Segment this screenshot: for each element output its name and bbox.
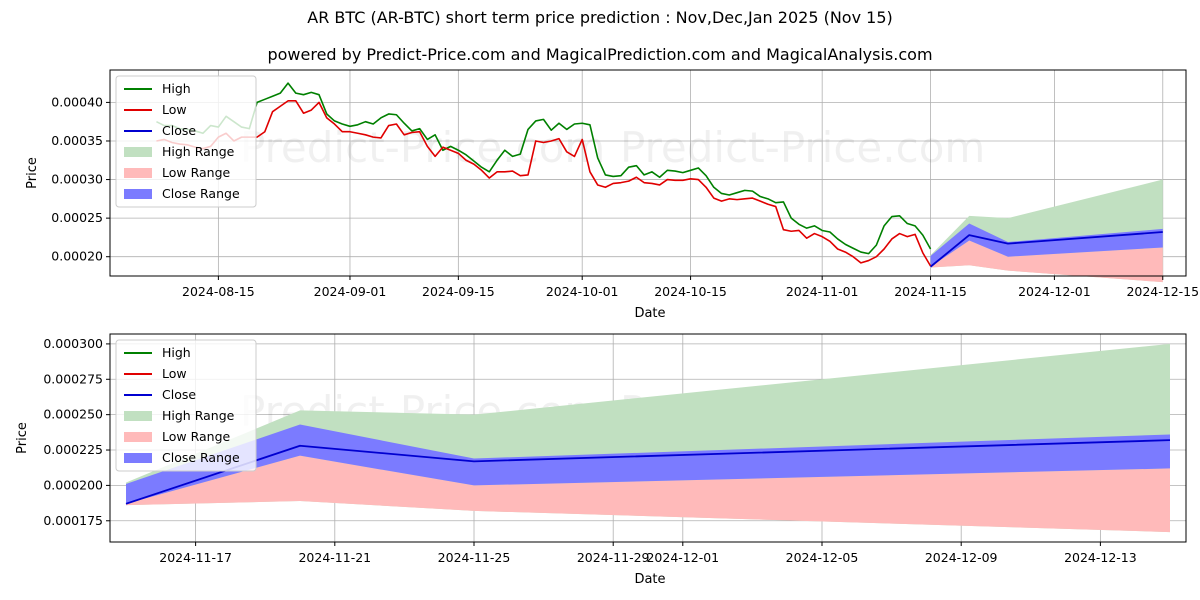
y-tick-label: 0.000225 <box>43 442 103 457</box>
y-tick-label: 0.000250 <box>43 407 103 422</box>
x-tick-label: 2024-11-21 <box>298 550 371 565</box>
legend-swatch <box>124 147 152 157</box>
x-tick-label: 2024-11-25 <box>438 550 511 565</box>
x-tick-label: 2024-12-05 <box>786 550 859 565</box>
close-range-band <box>126 424 1170 504</box>
x-axis-label: Date <box>634 306 665 321</box>
y-tick-label: 0.00025 <box>51 210 103 225</box>
x-tick-label: 2024-11-29 <box>577 550 650 565</box>
legend-label: Low Range <box>162 429 231 444</box>
y-tick-label: 0.00035 <box>51 133 103 148</box>
x-tick-label: 2024-12-01 <box>1018 284 1091 299</box>
y-tick-label: 0.000275 <box>43 371 103 386</box>
x-tick-label: 2024-11-17 <box>159 550 232 565</box>
close-series-line <box>929 231 1163 268</box>
x-tick-label: 2024-09-15 <box>422 284 495 299</box>
x-tick-label: 2024-10-01 <box>546 284 619 299</box>
y-tick-label: 0.000300 <box>43 336 103 351</box>
watermark-text: Predict-Price.com <box>240 123 605 172</box>
watermark-text: Predict-Price.com <box>620 123 985 172</box>
chart-panel-2: Predict-Price.comPredict-Price.com2024-1… <box>15 333 1187 587</box>
legend-swatch <box>124 411 152 421</box>
close-range-band <box>930 223 1163 267</box>
x-tick-label: 2024-09-01 <box>314 284 387 299</box>
close-series-line <box>125 439 1171 505</box>
x-tick-label: 2024-11-01 <box>786 284 859 299</box>
legend-label: High <box>162 81 191 96</box>
plot-frame <box>109 69 1187 277</box>
x-tick-label: 2024-12-15 <box>1126 284 1199 299</box>
y-tick-label: 0.000200 <box>43 477 103 492</box>
chart-subtitle: powered by Predict-Price.com and Magical… <box>267 45 933 64</box>
x-tick-label: 2024-12-13 <box>1064 550 1137 565</box>
x-tick-label: 2024-12-01 <box>646 550 719 565</box>
legend-label: High <box>162 345 191 360</box>
low-range-band <box>126 455 1170 533</box>
y-tick-label: 0.00030 <box>51 172 103 187</box>
x-axis-label: Date <box>634 572 665 587</box>
high-series-line <box>156 82 932 255</box>
legend-label: Close Range <box>162 450 240 465</box>
y-tick-label: 0.00020 <box>51 249 103 264</box>
plot-frame <box>109 333 1187 543</box>
legend-label: High Range <box>162 408 235 423</box>
legend-label: Close <box>162 123 196 138</box>
legend-label: Low <box>162 102 187 117</box>
x-tick-label: 2024-10-15 <box>654 284 727 299</box>
legend-swatch <box>124 453 152 463</box>
chart-title: AR BTC (AR-BTC) short term price predict… <box>307 8 893 27</box>
low-series-line <box>156 100 932 267</box>
y-axis-label: Price <box>15 422 30 454</box>
legend-swatch <box>124 189 152 199</box>
legend-label: Low Range <box>162 165 231 180</box>
low-range-band <box>930 240 1163 283</box>
y-axis-label: Price <box>25 157 40 189</box>
legend-label: Close Range <box>162 186 240 201</box>
x-tick-label: 2024-12-09 <box>925 550 998 565</box>
legend-swatch <box>124 168 152 178</box>
chart-panel-1: Predict-Price.com Predict-Price.com 2024-0… <box>25 69 1199 321</box>
x-tick-label: 2024-11-15 <box>894 284 967 299</box>
x-tick-label: 2024-08-15 <box>182 284 255 299</box>
y-tick-label: 0.000175 <box>43 513 103 528</box>
legend-swatch <box>124 432 152 442</box>
legend-label: High Range <box>162 144 235 159</box>
legend-label: Close <box>162 387 196 402</box>
legend-label: Low <box>162 366 187 381</box>
y-tick-label: 0.00040 <box>51 94 103 109</box>
